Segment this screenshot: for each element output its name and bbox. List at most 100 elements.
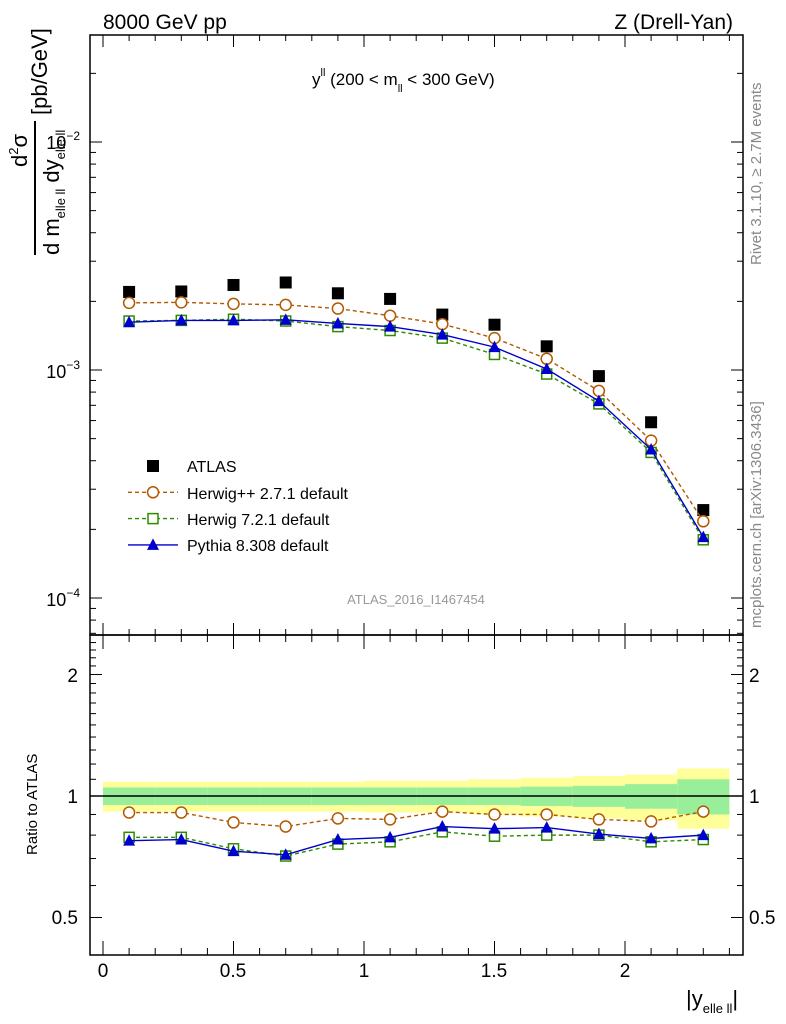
legend bbox=[128, 460, 178, 550]
ratio-point-0 bbox=[592, 813, 606, 826]
data-point-0 bbox=[436, 308, 449, 321]
ylabel-unit: [pb/GeV] bbox=[27, 28, 52, 115]
ratio-series bbox=[122, 805, 710, 862]
legend-label-herwigpp: Herwig++ 2.7.1 default bbox=[187, 486, 349, 503]
series-line-2 bbox=[129, 318, 704, 541]
data-point-3 bbox=[436, 328, 449, 340]
mcplots-label: mcplots.cern.ch [arXiv:1306.3436] bbox=[748, 401, 765, 628]
ratio-ytick-label-left: 1 bbox=[67, 787, 78, 808]
data-point-0 bbox=[540, 340, 553, 353]
ratio-point-2 bbox=[384, 830, 397, 843]
data-point-3 bbox=[488, 340, 501, 353]
main-ytick-label: 10−3 bbox=[46, 358, 80, 382]
main-series bbox=[122, 276, 710, 546]
series-line-1 bbox=[129, 301, 704, 522]
ratio-point-0 bbox=[436, 805, 449, 818]
legend-marker-1 bbox=[146, 486, 160, 499]
data-point-0 bbox=[488, 318, 501, 331]
ratio-line-1 bbox=[129, 831, 704, 857]
xtick-label: 1 bbox=[359, 961, 370, 982]
ratio-point-2 bbox=[123, 834, 136, 846]
title-y: y bbox=[312, 70, 321, 89]
data-point-3 bbox=[384, 320, 397, 332]
main-ytick-label: 10−2 bbox=[46, 129, 80, 153]
xtick-label: 2 bbox=[620, 961, 631, 982]
ratio-point-0 bbox=[279, 820, 292, 833]
main-panel-title: yll (200 < mll < 300 GeV) bbox=[312, 67, 495, 95]
ratio-line-0 bbox=[129, 810, 704, 828]
ratio-point-0 bbox=[540, 808, 553, 821]
ratio-point-2 bbox=[227, 844, 240, 857]
ylabel-den-sub1: elle ll bbox=[53, 189, 68, 219]
ratio-point-0 bbox=[488, 808, 501, 821]
data-point-3 bbox=[697, 530, 710, 543]
svg-text:d2σ: d2σ bbox=[6, 134, 32, 167]
data-point-3 bbox=[227, 313, 240, 326]
ratio-point-2 bbox=[697, 828, 710, 841]
svg-text:d melle ll dyelle ll: d melle ll dyelle ll bbox=[39, 130, 68, 255]
data-point-0 bbox=[279, 276, 292, 289]
data-point-1 bbox=[436, 317, 449, 331]
x-axis-label: |yelle ll| bbox=[686, 986, 738, 1016]
xtick-label: 0.5 bbox=[220, 961, 246, 982]
data-point-3 bbox=[592, 394, 605, 407]
ratio-point-0 bbox=[122, 806, 136, 819]
series-line-3 bbox=[129, 319, 704, 538]
analysis-watermark: ATLAS_2016_I1467454 bbox=[347, 592, 485, 607]
data-point-0 bbox=[227, 278, 240, 291]
ratio-point-0 bbox=[175, 806, 188, 819]
title-rest-a: (200 < m bbox=[325, 70, 397, 89]
main-y-axis-label: d2σ d melle ll dyelle ll [pb/GeV] bbox=[6, 28, 68, 255]
ratio-line-2 bbox=[129, 825, 704, 856]
legend-marker-2 bbox=[147, 512, 159, 525]
data-point-0 bbox=[331, 287, 344, 300]
data-point-1 bbox=[697, 515, 710, 528]
ratio-point-0 bbox=[331, 812, 345, 825]
title-rest-b: < 300 GeV) bbox=[403, 70, 495, 89]
ratio-point-0 bbox=[644, 815, 658, 828]
legend-label-herwig7: Herwig 7.2.1 default bbox=[187, 512, 330, 529]
title-sup: ll bbox=[321, 67, 326, 79]
ratio-point-2 bbox=[436, 820, 449, 832]
legend-marker-0 bbox=[147, 460, 159, 472]
ratio-ytick-label-left: 2 bbox=[67, 666, 78, 687]
ylabel-num-sup: 2 bbox=[6, 148, 21, 155]
data-point-3 bbox=[540, 362, 553, 375]
ratio-point-2 bbox=[592, 827, 605, 840]
ratio-frame bbox=[89, 634, 744, 956]
data-point-3 bbox=[175, 313, 188, 326]
data-point-1 bbox=[383, 309, 397, 322]
data-point-0 bbox=[697, 504, 710, 517]
ylabel-den-dy: dy bbox=[39, 159, 64, 188]
legend-label-atlas: ATLAS bbox=[187, 459, 237, 476]
ratio-ytick-label-right: 2 bbox=[749, 666, 760, 687]
ylabel-den-d: d m bbox=[39, 218, 64, 255]
data-point-3 bbox=[645, 443, 658, 455]
ratio-point-0 bbox=[227, 816, 240, 829]
main-ytick-label: 10−4 bbox=[46, 586, 80, 610]
ylabel-den-sub2: elle ll bbox=[53, 130, 68, 160]
ylabel-num-sigma: σ bbox=[7, 134, 32, 148]
ratio-y-axis-label: Ratio to ATLAS bbox=[24, 754, 41, 855]
ratio-ytick-label-left: 0.5 bbox=[52, 908, 78, 929]
ratio-point-2 bbox=[540, 821, 553, 833]
data-point-0 bbox=[123, 285, 136, 298]
ratio-point-0 bbox=[697, 805, 710, 818]
rivet-label: Rivet 3.1.10, ≥ 2.7M events bbox=[748, 83, 765, 266]
ratio-band bbox=[90, 768, 743, 829]
data-point-1 bbox=[175, 296, 188, 309]
ratio-point-2 bbox=[645, 831, 658, 844]
data-point-0 bbox=[384, 292, 397, 305]
data-point-3 bbox=[279, 313, 292, 325]
ratio-point-2 bbox=[175, 833, 188, 845]
xtick-label: 1.5 bbox=[481, 961, 507, 982]
data-point-0 bbox=[175, 285, 188, 298]
legend-marker-3 bbox=[147, 538, 159, 550]
title-sub: ll bbox=[398, 83, 403, 95]
legend-label-pythia: Pythia 8.308 default bbox=[187, 538, 329, 555]
ylabel-num-d: d bbox=[7, 155, 32, 167]
ratio-point-0 bbox=[383, 813, 397, 826]
data-point-3 bbox=[331, 316, 344, 329]
data-point-1 bbox=[279, 298, 292, 312]
